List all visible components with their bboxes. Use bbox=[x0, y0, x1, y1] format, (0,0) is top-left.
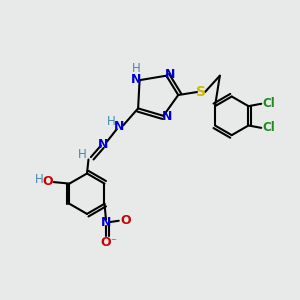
Text: O: O bbox=[42, 175, 52, 188]
Text: S: S bbox=[196, 85, 206, 99]
Text: Cl: Cl bbox=[262, 97, 275, 110]
Text: H: H bbox=[34, 172, 43, 186]
Text: N: N bbox=[98, 138, 108, 151]
Text: Cl: Cl bbox=[262, 122, 275, 134]
Text: N: N bbox=[101, 216, 111, 229]
Text: H: H bbox=[132, 62, 141, 75]
Text: ⁻: ⁻ bbox=[110, 237, 116, 248]
Text: N: N bbox=[131, 73, 141, 86]
Text: H: H bbox=[106, 115, 115, 128]
Text: N: N bbox=[162, 110, 172, 123]
Text: N: N bbox=[165, 68, 175, 81]
Text: O: O bbox=[120, 214, 130, 227]
Text: O: O bbox=[101, 236, 111, 249]
Text: N: N bbox=[114, 120, 124, 133]
Text: H: H bbox=[78, 148, 86, 161]
